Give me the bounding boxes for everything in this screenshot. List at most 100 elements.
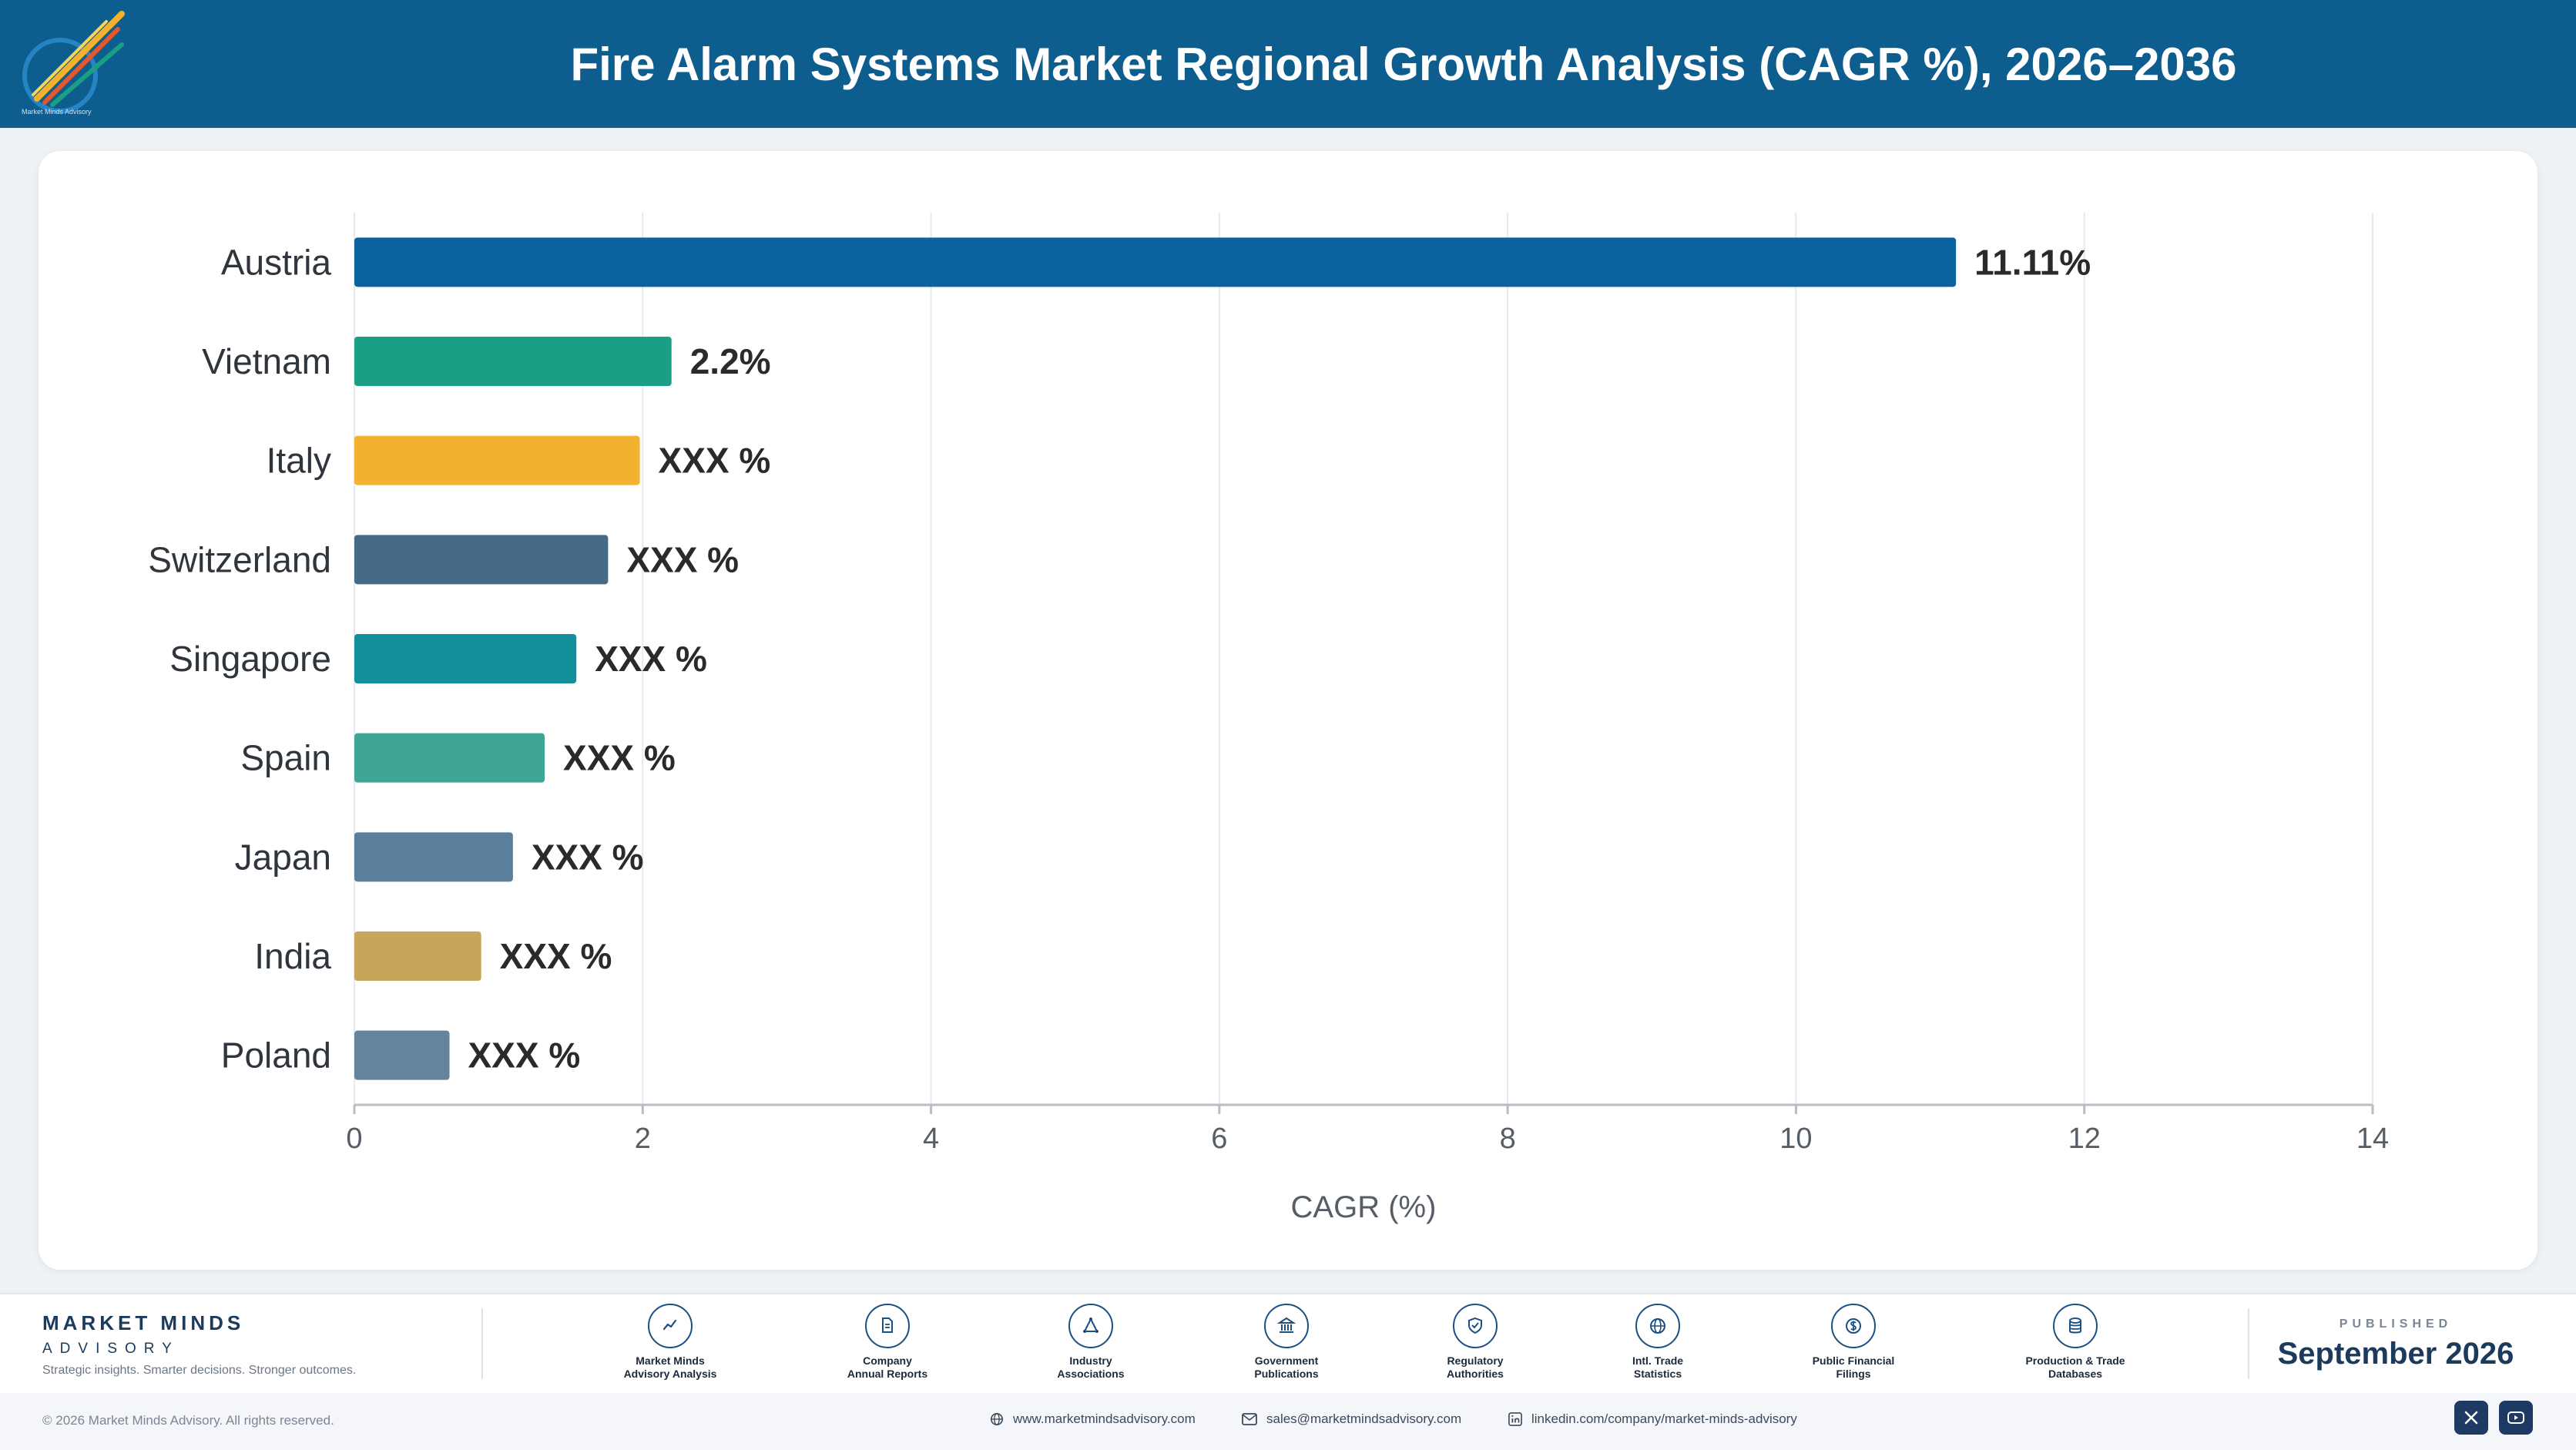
x-social-button[interactable]	[2454, 1401, 2488, 1435]
category-label: Japan	[235, 837, 331, 877]
building-icon	[1264, 1304, 1309, 1348]
x-tick-label: 0	[346, 1123, 362, 1155]
source-label-line2: Filings	[1836, 1368, 1871, 1380]
database-icon	[2053, 1304, 2098, 1348]
x-tick-label: 6	[1211, 1123, 1227, 1155]
source-label-line2: Statistics	[1633, 1368, 1682, 1380]
category-label: Italy	[267, 441, 331, 481]
source-item: Company Annual Reports	[803, 1304, 972, 1381]
category-label: Singapore	[169, 639, 331, 679]
footer: MARKET MINDS ADVISORY Strategic insights…	[0, 1293, 2576, 1450]
published-date: September 2026	[2277, 1337, 2514, 1371]
divider	[481, 1308, 483, 1379]
x-tick-label: 14	[2356, 1123, 2389, 1155]
shield-icon	[1453, 1304, 1498, 1348]
source-item: Intl. Trade Statistics	[1573, 1304, 1742, 1381]
globe-icon	[1635, 1304, 1680, 1348]
page-title: Fire Alarm Systems Market Regional Growt…	[570, 38, 2237, 90]
x-tick-label: 2	[635, 1123, 651, 1155]
bar-poland	[354, 1030, 450, 1080]
category-label: Austria	[221, 242, 332, 282]
brand-subtitle: ADVISORY	[42, 1341, 179, 1357]
data-label: XXX %	[532, 837, 644, 877]
source-label: Regulatory Authorities	[1390, 1354, 1560, 1381]
source-label: Intl. Trade Statistics	[1573, 1354, 1742, 1381]
website-link[interactable]: www.marketmindsadvisory.com	[990, 1411, 1196, 1427]
footer-sources-bar: MARKET MINDS ADVISORY Strategic insights…	[0, 1293, 2576, 1393]
x-tick-label: 8	[1500, 1123, 1516, 1155]
source-label-line1: Market Minds	[636, 1354, 705, 1367]
bar-singapore	[354, 634, 577, 683]
linkedin-link[interactable]: linkedin.com/company/market-minds-adviso…	[1508, 1411, 1797, 1427]
source-item: Industry Associations	[1006, 1304, 1176, 1381]
x-axis-title: CAGR (%)	[1291, 1190, 1437, 1224]
x-icon	[2464, 1411, 2478, 1425]
source-item: Public Financial Filings	[1769, 1304, 1938, 1381]
source-label: Company Annual Reports	[803, 1354, 972, 1381]
category-label: Vietnam	[202, 341, 331, 381]
logo-caption: Market Minds Advisory	[22, 108, 92, 116]
published-label: PUBLISHED	[2339, 1317, 2453, 1331]
data-label: 11.11%	[1974, 242, 2091, 282]
chart-card: 0 2 4 6 8 10 12 14 CAGR (%) Austria 11.11% Vietnam 2…	[39, 151, 2537, 1270]
divider	[2248, 1308, 2249, 1379]
email-link[interactable]: sales@marketmindsadvisory.com	[1242, 1411, 1461, 1427]
data-label: XXX %	[595, 639, 707, 679]
globe-icon	[990, 1412, 1004, 1426]
source-item: Regulatory Authorities	[1390, 1304, 1560, 1381]
brand-name: MARKET MINDS	[42, 1311, 245, 1334]
email-text: sales@marketmindsadvisory.com	[1266, 1411, 1462, 1426]
copyright-text: © 2026 Market Minds Advisory. All rights…	[42, 1413, 334, 1428]
x-tick-label: 10	[1779, 1123, 1812, 1155]
bar-spain	[354, 733, 545, 783]
website-text: www.marketmindsadvisory.com	[1013, 1411, 1196, 1426]
bar-india	[354, 931, 481, 981]
youtube-social-button[interactable]	[2499, 1401, 2533, 1435]
source-label-line1: Regulatory	[1447, 1354, 1504, 1367]
source-item: Production & Trade Databases	[1991, 1304, 2160, 1381]
source-item: Government Publications	[1202, 1304, 1371, 1381]
source-label: Production & Trade Databases	[1991, 1354, 2160, 1381]
header-bar: Market Minds Advisory Fire Alarm Systems…	[0, 0, 2576, 128]
bar-italy	[354, 435, 640, 485]
source-label-line2: Databases	[2048, 1368, 2103, 1380]
source-label: Government Publications	[1202, 1354, 1371, 1381]
category-label: Spain	[240, 738, 331, 778]
x-tick-label: 12	[2068, 1123, 2101, 1155]
source-label-line1: Intl. Trade	[1632, 1354, 1684, 1367]
bar-vietnam	[354, 337, 672, 386]
source-label: Industry Associations	[1006, 1354, 1176, 1381]
document-icon	[865, 1304, 910, 1348]
company-logo	[22, 11, 125, 113]
bar-switzerland	[354, 535, 609, 585]
youtube-icon	[2507, 1411, 2524, 1424]
source-label: Public Financial Filings	[1769, 1354, 1938, 1381]
bar-austria	[354, 237, 1957, 287]
bar-chart: 0 2 4 6 8 10 12 14 CAGR (%) Austria 11.11% Vietnam 2…	[148, 213, 2389, 1224]
source-label-line2: Publications	[1254, 1368, 1319, 1380]
data-label: XXX %	[659, 441, 771, 481]
trend-icon	[648, 1304, 693, 1348]
data-label: XXX %	[563, 738, 676, 778]
source-label-line2: Authorities	[1447, 1368, 1504, 1380]
data-label: XXX %	[468, 1035, 581, 1076]
source-label-line2: Associations	[1057, 1368, 1125, 1380]
category-label: Poland	[221, 1035, 331, 1076]
linkedin-icon	[1508, 1412, 1522, 1426]
bar-japan	[354, 832, 513, 882]
category-label: Switzerland	[148, 539, 331, 579]
linkedin-text: linkedin.com/company/market-minds-adviso…	[1531, 1411, 1797, 1426]
data-label: 2.2%	[690, 341, 771, 381]
source-label-line2: Annual Reports	[847, 1368, 928, 1380]
category-label: India	[254, 936, 331, 976]
data-label: XXX %	[626, 539, 739, 579]
source-label-line2: Advisory Analysis	[623, 1368, 717, 1380]
source-label-line1: Production & Trade	[2025, 1354, 2125, 1367]
source-label-line1: Company	[863, 1354, 912, 1367]
source-label-line1: Public Financial	[1812, 1354, 1895, 1367]
dollar-icon	[1831, 1304, 1876, 1348]
data-label: XXX %	[500, 936, 612, 976]
source-label-line1: Government	[1254, 1354, 1319, 1367]
brand-tagline: Strategic insights. Smarter decisions. S…	[42, 1364, 357, 1377]
network-icon	[1068, 1304, 1113, 1348]
